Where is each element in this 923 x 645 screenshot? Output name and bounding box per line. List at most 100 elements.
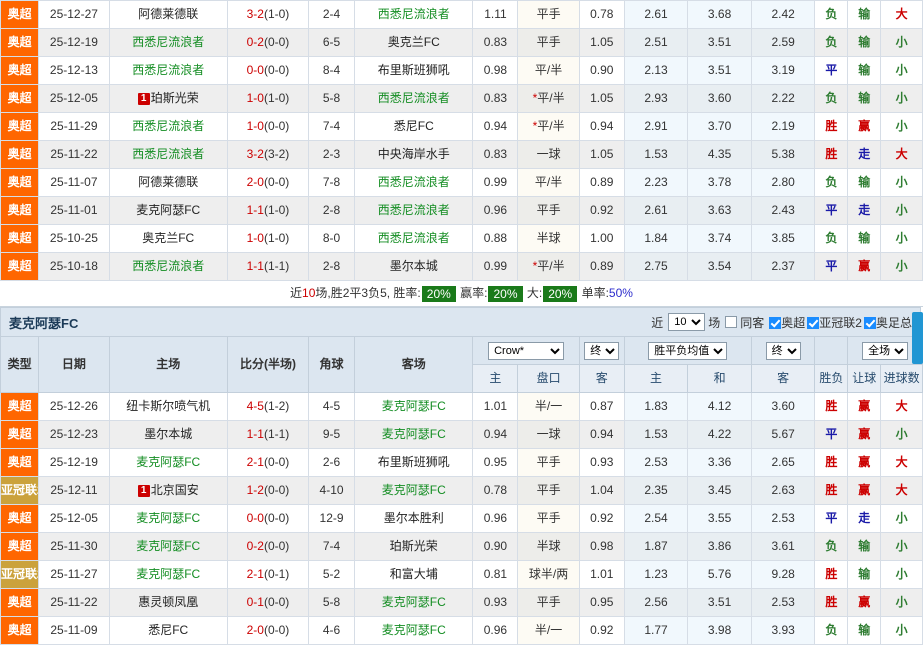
league-checkbox-0[interactable] [769, 317, 782, 330]
league-badge: 亚冠联2 [0, 560, 40, 589]
handicap-phase-select[interactable]: 初终 [584, 342, 620, 360]
odds-draw: 3.45 [687, 476, 752, 505]
corner-score: 8-0 [308, 224, 356, 253]
away-team: 西悉尼流浪者 [354, 0, 474, 29]
win-rate-badge: 20% [421, 285, 456, 302]
result-handicap: 走 [847, 504, 882, 533]
league-checkbox-2[interactable] [863, 317, 876, 330]
league-badge: 奥超 [0, 588, 40, 617]
home-odds: 0.81 [472, 560, 519, 589]
table-row[interactable]: 奥超 25-12-05 1 珀斯光荣 1-0(1-0) 5-8 西悉尼流浪者 0.83 *平/半… [0, 84, 923, 113]
result-goals: 小 [880, 112, 923, 141]
away-team: 和富大埔 [354, 560, 474, 589]
match-count-select[interactable]: 6102030 [668, 313, 706, 331]
match-score: 0-2(0-0) [226, 28, 310, 57]
result-goals: 小 [880, 616, 923, 645]
away-team: 麦克阿瑟FC [354, 420, 474, 449]
result-winlose: 胜 [814, 588, 849, 617]
col-r3: 进球数 [880, 364, 923, 393]
odds-away: 2.53 [750, 504, 816, 533]
table-row[interactable]: 奥超 25-12-05 麦克阿瑟FC 0-0(0-0) 12-9 墨尔本胜利 0.96 平手 0… [0, 504, 923, 533]
table-row[interactable]: 奥超 25-12-19 麦克阿瑟FC 2-1(0-0) 2-6 布里斯班狮吼 0.95 平手 0… [0, 448, 923, 477]
away-team: 西悉尼流浪者 [354, 196, 474, 225]
handicap: 平手 [517, 0, 580, 29]
table-row[interactable]: 奥超 25-11-01 麦克阿瑟FC 1-1(1-0) 2-8 西悉尼流浪者 0.96 平手 0… [0, 196, 923, 225]
corner-score: 7-4 [308, 112, 356, 141]
table-row[interactable]: 奥超 25-12-23 墨尔本城 1-1(1-1) 9-5 麦克阿瑟FC 0.94 一球 0.9… [0, 420, 923, 449]
col-o1: 主 [623, 364, 689, 393]
odds-draw: 3.86 [687, 532, 752, 561]
result-goals: 小 [880, 84, 923, 113]
away-odds: 0.93 [578, 448, 625, 477]
league-badge: 奥超 [0, 252, 40, 281]
match-score: 1-0(1-0) [226, 84, 310, 113]
table-row[interactable]: 奥超 25-11-07 阿德莱德联 2-0(0-0) 7-8 西悉尼流浪者 0.99 平/半 0… [0, 168, 923, 197]
away-team: 麦克阿瑟FC [354, 476, 474, 505]
odds-home: 2.93 [623, 84, 689, 113]
league-checkbox-1[interactable] [807, 317, 820, 330]
table-row[interactable]: 奥超 25-11-22 惠灵顿凤凰 0-1(0-0) 5-8 麦克阿瑟FC 0.93 平手 0.… [0, 588, 923, 617]
table-row[interactable]: 奥超 25-12-19 西悉尼流浪者 0-2(0-0) 6-5 奥克兰FC 0.83 平手 1.… [0, 28, 923, 57]
away-odds: 0.87 [578, 392, 625, 421]
odds-draw: 3.51 [687, 56, 752, 85]
match-score: 1-1(1-0) [226, 196, 310, 225]
ying-rate-label: 赢率: [460, 286, 488, 300]
match-date: 25-12-05 [38, 504, 110, 533]
odds-home: 2.56 [623, 588, 689, 617]
col-r2: 让球 [847, 364, 882, 393]
match-score: 1-2(0-0) [226, 476, 310, 505]
side-scroll-button[interactable] [912, 312, 923, 364]
table-row[interactable]: 奥超 25-10-25 奥克兰FC 1-0(1-0) 8-0 西悉尼流浪者 0.88 半球 1.… [0, 224, 923, 253]
league-badge: 奥超 [0, 112, 40, 141]
table-row[interactable]: 奥超 25-12-13 西悉尼流浪者 0-0(0-0) 8-4 布里斯班狮吼 0.98 平/半… [0, 56, 923, 85]
home-odds: 0.94 [472, 420, 519, 449]
same-away-checkbox[interactable] [725, 316, 738, 328]
table-row[interactable]: 奥超 25-12-26 纽卡斯尔喷气机 4-5(1-2) 4-5 麦克阿瑟FC 1.01 半/… [0, 392, 923, 421]
venue-select[interactable]: 全场主场客场 [862, 342, 909, 360]
result-winlose: 平 [814, 252, 849, 281]
away-team: 布里斯班狮吼 [354, 448, 474, 477]
odds-home: 2.51 [623, 28, 689, 57]
result-winlose: 负 [814, 28, 849, 57]
corner-score: 5-2 [308, 560, 356, 589]
odds-draw: 3.68 [687, 0, 752, 29]
away-team: 麦克阿瑟FC [354, 392, 474, 421]
result-handicap: 赢 [847, 112, 882, 141]
handicap: 一球 [517, 140, 580, 169]
match-score: 0-0(0-0) [226, 56, 310, 85]
league-badge: 亚冠联2 [0, 476, 40, 505]
result-goals: 小 [880, 56, 923, 85]
result-winlose: 胜 [814, 560, 849, 589]
table-row[interactable]: 奥超 25-10-18 西悉尼流浪者 1-1(1-1) 2-8 墨尔本城 0.99 *平/半 0… [0, 252, 923, 281]
handicap: 平手 [517, 504, 580, 533]
match-score: 1-1(1-1) [226, 252, 310, 281]
table-row[interactable]: 亚冠联225-12-111北京国安1-2(0-0)4-10麦克阿瑟FC0.78平… [0, 476, 923, 505]
result-handicap: 走 [847, 196, 882, 225]
table-row[interactable]: 奥超 25-12-27 阿德莱德联 3-2(1-0) 2-4 西悉尼流浪者 1.11 平手 0.… [0, 0, 923, 29]
summary-mid: 场,胜2平3负5, 胜率: [315, 286, 421, 300]
table-row[interactable]: 奥超 25-11-30 麦克阿瑟FC 0-2(0-0) 7-4 珀斯光荣 0.90 半球 0.9… [0, 532, 923, 561]
odds-company-select[interactable]: Crow*Bet365Ladbrokes易胜博 [488, 342, 565, 360]
home-odds: 0.90 [472, 532, 519, 561]
home-team: 西悉尼流浪者 [108, 252, 228, 281]
odds-type-select[interactable]: 胜平负均值欧赔凯利 [648, 342, 728, 360]
league-badge: 奥超 [0, 224, 40, 253]
odds-draw: 3.36 [687, 448, 752, 477]
result-handicap: 输 [847, 616, 882, 645]
home-team: 西悉尼流浪者 [108, 56, 228, 85]
corner-score: 2-8 [308, 196, 356, 225]
odds-phase-select[interactable]: 初终 [765, 342, 801, 360]
table-row[interactable]: 奥超 25-11-29 西悉尼流浪者 1-0(0-0) 7-4 悉尼FC 0.94 *平/半 0… [0, 112, 923, 141]
corner-score: 7-4 [308, 532, 356, 561]
away-odds: 0.94 [578, 420, 625, 449]
home-odds: 0.83 [472, 140, 519, 169]
home-team: 麦克阿瑟FC [108, 448, 228, 477]
match-date: 25-12-27 [38, 0, 110, 29]
table-row[interactable]: 奥超 25-11-09 悉尼FC 2-0(0-0) 4-6 麦克阿瑟FC 0.96 半/一 0.… [0, 616, 923, 645]
home-odds: 0.96 [472, 504, 519, 533]
home-team: 麦克阿瑟FC [108, 560, 228, 589]
table-row[interactable]: 奥超 25-11-22 西悉尼流浪者 3-2(3-2) 2-3 中央海岸水手 0.83 一球 1… [0, 140, 923, 169]
table-row[interactable]: 亚冠联225-11-27麦克阿瑟FC2-1(0-1)5-2和富大埔0.81球半/… [0, 560, 923, 589]
match-date: 25-12-19 [38, 448, 110, 477]
